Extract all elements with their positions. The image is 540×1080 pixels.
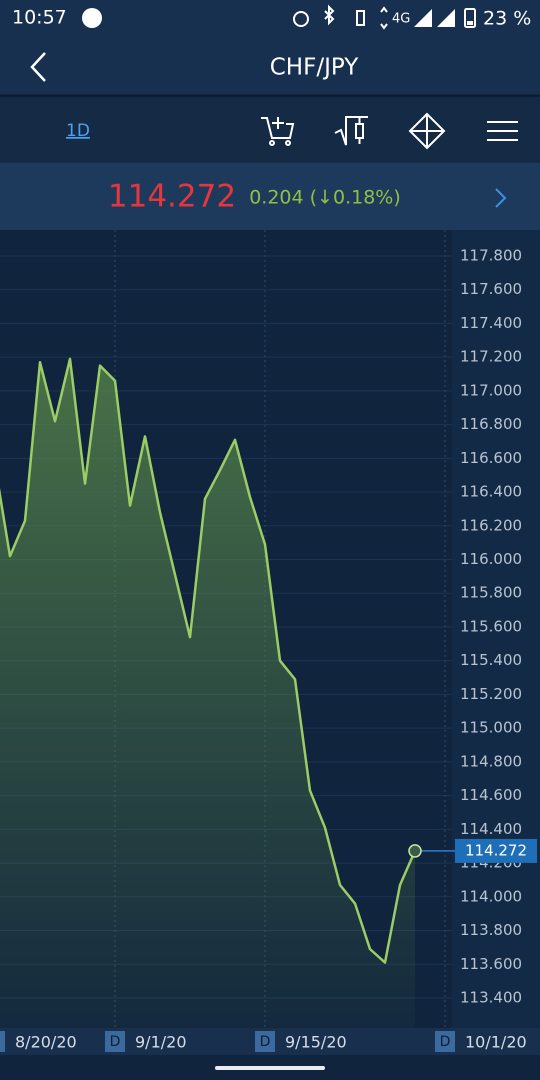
y-tick-label: 114.000: [460, 887, 522, 905]
y-tick-label: 114.400: [460, 820, 522, 838]
move-icon[interactable]: [408, 112, 446, 150]
y-tick-label: 116.200: [460, 516, 522, 534]
plot: [0, 230, 452, 1028]
y-tick-label: 114.600: [460, 786, 522, 804]
battery-level: [467, 21, 473, 25]
period-marker: [255, 1031, 275, 1052]
y-tick-label: 116.000: [460, 550, 522, 568]
y-axis-panel: [452, 230, 540, 1028]
line: [0, 357, 417, 964]
quote-bar: [0, 163, 540, 230]
last-point: [408, 844, 422, 858]
network: 4G: [392, 12, 410, 27]
clock: 10:57: [12, 7, 67, 29]
y-tick-label: 116.800: [460, 415, 522, 433]
battery: 23 %: [483, 8, 531, 30]
last-price-tag-label: 114.272: [465, 841, 527, 859]
y-tick-label: 115.800: [460, 584, 522, 602]
quote-arrow[interactable]: [495, 188, 507, 208]
y-tick-label: 117.400: [460, 314, 522, 332]
notification-dot: [82, 8, 102, 28]
y-tick-label: 117.000: [460, 381, 522, 399]
x-tick-label: 8/20/20: [15, 1033, 77, 1052]
y-tick-label: 117.800: [460, 246, 522, 264]
top-bar: [0, 0, 540, 96]
header-title: CHF/JPY: [270, 55, 359, 81]
y-tick-label: 114.800: [460, 752, 522, 770]
y-tick-label: 115.200: [460, 685, 522, 703]
indicator-icon[interactable]: [334, 116, 368, 146]
cart-icon[interactable]: [261, 117, 295, 146]
gesture-bar: [215, 1066, 325, 1070]
y-tick-label: 117.600: [460, 280, 522, 298]
y-tick-label: 116.600: [460, 449, 522, 467]
y-axis: 113.400113.600113.800114.000114.200114.4…: [460, 246, 522, 1006]
period-marker: [435, 1031, 455, 1052]
period-button[interactable]: 1D: [66, 121, 90, 141]
signal-icons: [414, 9, 455, 27]
back-button[interactable]: [30, 52, 46, 82]
x-tick-label: 9/15/20: [285, 1033, 347, 1052]
period-marker: [0, 1031, 5, 1052]
y-tick-label: 117.200: [460, 348, 522, 366]
status-icons: [293, 4, 388, 30]
x-tick-label: 9/1/20: [135, 1033, 187, 1052]
x-tick-label: 10/1/20: [465, 1033, 527, 1052]
y-tick-label: 113.600: [460, 955, 522, 973]
y-tick-label: 115.000: [460, 719, 522, 737]
menu-icon[interactable]: [487, 121, 518, 141]
battery-icon: [464, 8, 476, 28]
overlay: 114.272: [408, 838, 537, 863]
price-change: 0.204 (↓0.18%): [249, 187, 401, 209]
y-tick-label: 116.400: [460, 483, 522, 501]
period-marker-label: D: [260, 1034, 271, 1050]
period-marker: [105, 1031, 125, 1052]
area: [0, 358, 415, 1028]
last-price-tag: [455, 838, 537, 863]
last-price: 114.272: [108, 179, 236, 215]
y-tick-label: 115.600: [460, 617, 522, 635]
period-marker-label: D: [440, 1034, 451, 1050]
y-tick-label: 115.400: [460, 651, 522, 669]
y-tick-label: 113.400: [460, 988, 522, 1006]
y-tick-label: 113.800: [460, 921, 522, 939]
period-marker-label: D: [110, 1034, 121, 1050]
